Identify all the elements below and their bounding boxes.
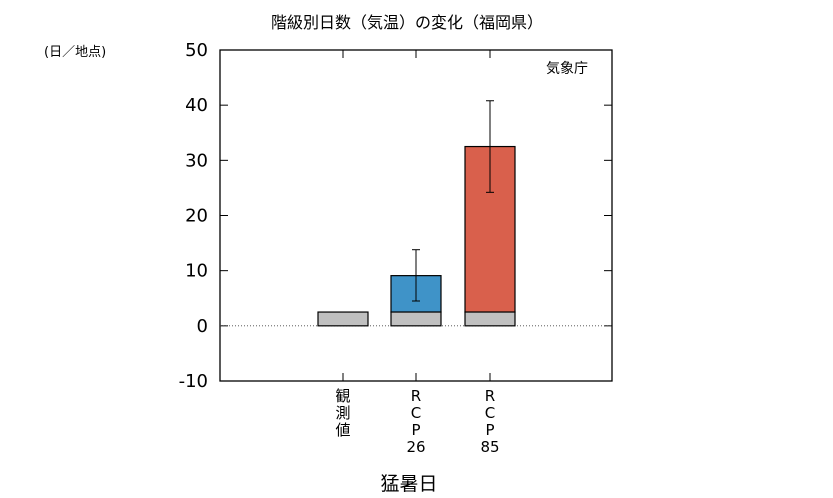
x-category-label: 値 [335,421,350,439]
x-category-label: P [485,421,494,439]
x-category-label: P [411,421,420,439]
x-category-label: 観 [335,387,350,405]
bar-observed-base [464,311,516,327]
y-tick-label: 0 [197,316,208,337]
y-axis: 50 40 30 20 10 0 -10 [179,40,612,392]
error-bars [412,100,494,302]
chart-title: 階級別日数（気温）の変化（福岡県） [271,13,543,32]
bar-observed-base [390,311,442,327]
y-tick-label: 10 [185,261,208,282]
x-category-label: 測 [335,404,350,422]
x-category-label: 85 [480,438,499,456]
y-tick-label: 50 [185,40,208,61]
x-category-label: 26 [406,438,425,456]
bars [317,145,516,327]
bar-observed-base [317,311,369,327]
x-category-label: R [485,387,495,405]
x-category-label: C [411,404,421,422]
credit-label: 気象庁 [546,61,588,77]
x-category-label: C [485,404,495,422]
y-unit-label: (日／地点) [44,45,106,60]
x-category-label: R [411,387,421,405]
y-tick-label: -10 [179,371,208,392]
y-tick-label: 30 [185,150,208,171]
y-tick-label: 20 [185,206,208,227]
x-axis-label: 猛暑日 [380,473,437,495]
plot-frame [219,49,613,382]
y-tick-label: 40 [185,95,208,116]
